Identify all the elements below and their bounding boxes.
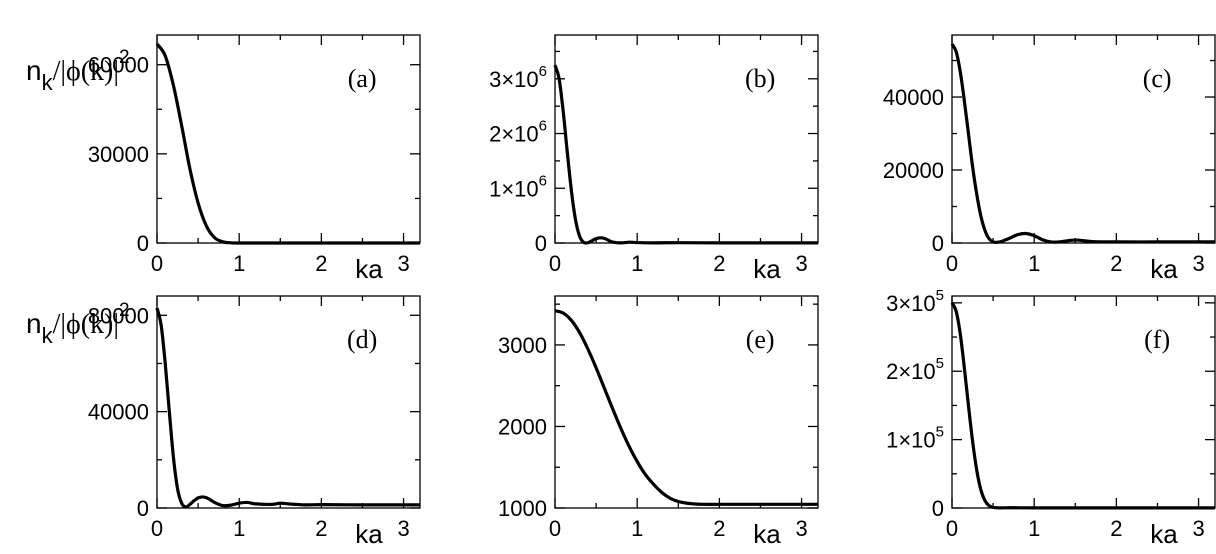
y-tick-label: 3×105 (886, 287, 944, 316)
series-line (554, 309, 818, 506)
x-tick-label: 1 (233, 251, 245, 276)
y-label-sub: k (42, 323, 54, 348)
y-label-sup: 2 (119, 300, 130, 321)
y-tick-label: 2000 (498, 414, 547, 439)
x-axis-label: ka (1150, 254, 1178, 284)
plot-frame (951, 295, 1216, 509)
y-label-n: n (26, 55, 42, 86)
x-tick-label: 1 (1028, 516, 1040, 541)
x-tick-label: 0 (151, 251, 163, 276)
y-tick-label: 60000 (88, 53, 149, 78)
x-tick-label: 3 (397, 251, 409, 276)
x-tick-label: 0 (946, 251, 958, 276)
x-tick-label: 2 (1110, 251, 1122, 276)
x-tick-label: 1 (233, 516, 245, 541)
x-tick-label: 1 (631, 516, 643, 541)
y-tick-label: 20000 (883, 158, 944, 183)
x-axis-label: ka (753, 254, 781, 284)
y-axis-label-bottom: nk/|ϕ(k)|2 (26, 300, 130, 348)
panel-c: 0 1 2 3 ka 0 20000 40000 (c) (883, 34, 1216, 284)
series-line (950, 43, 1215, 244)
x-tick-label: 1 (631, 251, 643, 276)
panel-label: (f) (1144, 325, 1170, 354)
x-tick-label: 2 (1110, 516, 1122, 541)
x-tick-label: 0 (549, 251, 561, 276)
x-axis-label: ka (753, 519, 781, 549)
plot-frame (156, 34, 421, 244)
panel-a: 0 1 2 3 ka 0 30000 60000 (a) (88, 34, 421, 284)
y-tick-label: 40000 (883, 85, 944, 110)
x-tick-label: 3 (397, 516, 409, 541)
y-label-n: n (26, 308, 42, 339)
y-tick-label: 30000 (88, 142, 149, 167)
plot-frame (554, 295, 819, 509)
y-tick-label: 3000 (498, 333, 547, 358)
plot-frame (951, 34, 1216, 244)
y-tick-label: 0 (932, 231, 944, 256)
panel-e: 0 1 2 3 ka 1000 2000 3000 (e) (498, 295, 819, 549)
y-tick-label: 0 (137, 231, 149, 256)
x-axis-label: ka (355, 254, 383, 284)
panel-f: 0 1 2 3 ka 0 1×105 2×105 3×105 (f) (886, 287, 1216, 549)
y-tick-label: 80000 (88, 303, 149, 328)
series-line (155, 307, 420, 509)
y-axis-label-top: nk/|ϕ(k)|2 (26, 47, 130, 95)
plot-frame (554, 34, 819, 244)
panel-label: (e) (746, 325, 775, 354)
y-tick-label: 0 (932, 496, 944, 521)
y-tick-label: 40000 (88, 400, 149, 425)
panel-d: 0 1 2 3 ka 0 40000 80000 (d) (88, 295, 421, 549)
y-tick-label: 1000 (498, 496, 547, 521)
y-tick-label: 0 (535, 231, 547, 256)
x-tick-label: 0 (549, 516, 561, 541)
x-tick-label: 2 (315, 516, 327, 541)
y-tick-label: 0 (137, 496, 149, 521)
x-tick-label: 3 (1192, 251, 1204, 276)
panel-label: (b) (745, 64, 775, 93)
panel-label: (d) (347, 325, 377, 354)
series-line (553, 64, 819, 245)
y-label-rest: /|ϕ(k)| (53, 309, 119, 340)
x-tick-label: 0 (946, 516, 958, 541)
x-tick-label: 2 (713, 251, 725, 276)
plot-frame (156, 295, 421, 509)
y-tick-label: 2×105 (886, 355, 944, 384)
panel-label: (c) (1143, 64, 1172, 93)
y-tick-label: 1×106 (489, 172, 547, 201)
x-tick-label: 3 (1192, 516, 1204, 541)
x-tick-label: 0 (151, 516, 163, 541)
x-tick-label: 2 (315, 251, 327, 276)
x-tick-label: 2 (713, 516, 725, 541)
panel-label: (a) (348, 64, 377, 93)
x-axis-label: ka (355, 519, 383, 549)
x-tick-label: 3 (795, 516, 807, 541)
y-label-rest: /|ϕ(k)| (53, 56, 119, 87)
x-axis-label: ka (1150, 519, 1178, 549)
series-line (950, 302, 1215, 510)
x-tick-label: 1 (1028, 251, 1040, 276)
panel-b: 0 1 2 3 ka 0 1×106 2×106 3×106 (b) (489, 34, 819, 284)
y-label-sub: k (42, 70, 54, 95)
y-tick-label: 3×106 (489, 63, 547, 92)
y-label-sup: 2 (119, 47, 130, 68)
x-tick-label: 3 (795, 251, 807, 276)
y-tick-label: 1×105 (886, 424, 944, 453)
series-line (155, 42, 420, 245)
y-tick-label: 2×106 (489, 118, 547, 147)
